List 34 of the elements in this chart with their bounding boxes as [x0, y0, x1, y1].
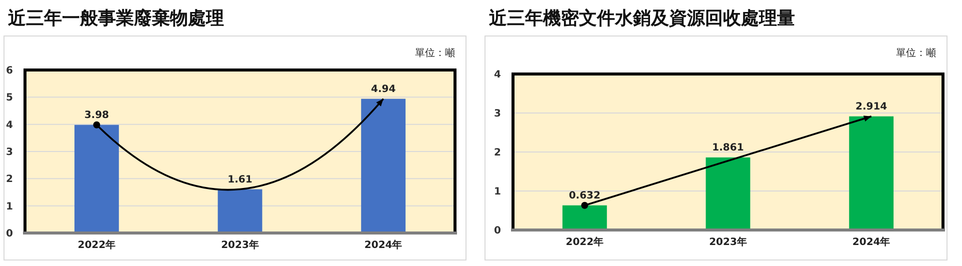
data-label: 3.98 [84, 110, 110, 121]
x-tick-label: 2022年 [78, 239, 116, 251]
chart-title: 近三年一般事業廢棄物處理 [7, 8, 224, 29]
chart-title: 近三年機密文件水銷及資源回收處理量 [488, 8, 795, 29]
bar [218, 189, 262, 233]
bar [361, 98, 406, 233]
y-tick-label: 3 [494, 108, 502, 120]
y-tick-label: 1 [494, 186, 502, 198]
x-tick-label: 2022年 [566, 236, 604, 248]
y-tick-label: 3 [6, 147, 14, 158]
bar [74, 124, 119, 233]
x-tick-label: 2024年 [364, 239, 402, 251]
y-tick-label: 6 [6, 66, 14, 76]
y-tick-label: 2 [6, 174, 14, 186]
y-tick-label: 4 [494, 70, 502, 80]
x-tick-label: 2023年 [221, 239, 259, 251]
data-label: 1.61 [228, 174, 252, 186]
data-label: 2.914 [856, 101, 888, 112]
y-tick-label: 0 [494, 226, 502, 236]
y-tick-label: 4 [6, 120, 14, 131]
text: 單位：噸 [896, 47, 936, 59]
x-tick-label: 2023年 [709, 236, 747, 248]
data-label: 1.861 [712, 142, 744, 154]
y-tick-label: 2 [494, 148, 502, 158]
y-tick-label: 0 [6, 228, 14, 240]
text: 單位：噸 [415, 47, 455, 59]
bar [706, 157, 750, 230]
y-tick-label: 5 [6, 92, 14, 104]
bar [562, 205, 607, 230]
y-tick-label: 1 [6, 201, 14, 212]
bar [849, 116, 894, 230]
data-label: 0.632 [568, 190, 601, 202]
x-tick-label: 2024年 [852, 236, 890, 248]
data-label: 4.94 [370, 84, 396, 95]
